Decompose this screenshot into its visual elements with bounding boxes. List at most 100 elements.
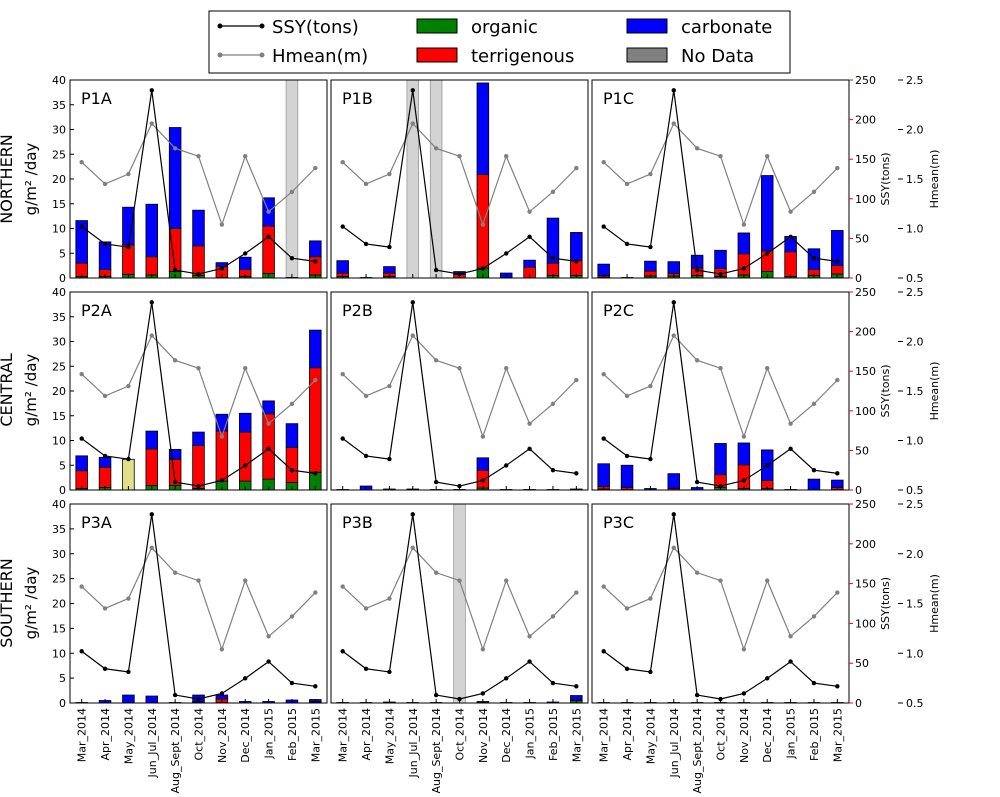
hmean-point [387,383,392,389]
hmean-point [694,570,700,575]
hmean-point [149,333,154,338]
hmean-line [81,546,316,652]
x-tick-label: Mar_2015 [831,708,844,762]
hmean-point [340,159,345,165]
ssy-tick-label: 50 [855,657,869,670]
ssy-point [410,512,415,517]
x-tick-label: Dec_2014 [500,708,513,763]
x-tick-label: May_2014 [383,708,396,764]
hmean-point [289,401,295,407]
hmean-point [811,401,817,407]
y-tick-label: 5 [59,672,66,685]
right-axes: 0 50 100 150 200 250 SSY(tons) 0.5 1.0 1.5 2.0 2.5 H… [849,74,941,710]
terrigenous-bar [831,265,844,275]
carbonate-bar [476,82,490,175]
ssy-point [648,456,653,462]
ssy-point [149,300,154,305]
terrigenous-bar [737,253,751,276]
hmean-line [81,334,316,439]
legend-carbonate: carbonate [626,17,772,38]
hmean-point [266,421,271,426]
legend-terrigenous: terrigenous [416,46,574,67]
ssy-point [527,659,532,664]
carbonate-bar [168,449,182,460]
ssy-point [574,684,579,689]
hmean-point [788,421,793,426]
hmean-tick-label: 1.5 [906,598,924,611]
x-tick-label: May_2014 [644,708,657,764]
hmean-point [289,614,295,619]
y-tick-label: 35 [52,523,66,536]
x-tick-label: Mar_2014 [76,708,89,762]
hmean-point [718,578,723,583]
x-tick-label: Jun_Jul_2014 [146,708,159,778]
ssy-point [527,234,532,240]
carbonate-bar [168,127,182,229]
carbonate-bar [122,206,135,246]
hmean-point [480,222,486,227]
hmean-point [387,171,392,177]
carbonate-bar [476,457,490,471]
ssy-tick-label: 150 [855,578,876,591]
terrigenous-bar [784,251,797,277]
ssy-axis-label: SSY(tons) [879,364,892,417]
hmean-line [342,122,577,227]
x-tick-label: Oct_2014 [193,708,206,761]
carbonate-bar [145,203,159,258]
ssy-point [741,266,747,271]
carbonate-bar [215,413,229,432]
panels: P1A 0 5 10 15 20 25 30 35 40 P1B P1C P2A 0 5 10 15 20 25 30… [52,74,850,710]
y-tick-label: 0 [59,697,66,710]
panel-label: P3B [342,513,373,532]
legend-hmean-label: Hmean(m) [272,46,368,67]
ssy-point [172,267,178,273]
panel-label: P2A [81,301,112,320]
terrigenous-bar [145,448,159,486]
hmean-point [741,647,747,652]
ssy-point [266,234,271,240]
hmean-point [550,189,556,195]
legend-carbonate-label: carbonate [681,17,772,38]
hmean-line [603,546,838,652]
ssy-point [550,256,556,261]
ssy-tick-label: 200 [855,538,876,551]
ssy-point [79,224,84,229]
hmean-point [550,401,556,407]
ssy-tick-label: 50 [855,444,869,457]
hmean-point [363,606,369,611]
hmean-point [765,578,770,583]
y-tick-label: 15 [52,410,66,423]
y-tick-label: 10 [52,647,66,660]
terrigenous-bar [192,445,205,489]
carbonate-bar [597,263,610,276]
carbonate-bar [238,412,252,433]
y-tick-label: 5 [59,459,66,472]
x-tick-label: Mar_2014 [337,708,350,762]
ssy-point [671,512,676,517]
ssy-point [387,456,392,462]
hmean-point [340,371,345,377]
ssy-point [765,251,770,256]
ssy-point [480,266,486,271]
carbonate-bar [737,442,751,466]
ssy-point [601,649,606,654]
hmean-point [480,647,486,652]
hmean-point [574,590,579,595]
hmean-point [410,545,415,550]
ssy-point [102,453,108,459]
hmean-point [149,545,154,550]
terrigenous-bar [737,464,751,489]
carbonate-bar [285,423,299,448]
hmean-axis-label: Hmean(m) [928,362,941,421]
panel-p2b: P2B [330,291,589,491]
hmean-point [102,181,108,187]
ssy-tick-label: 100 [855,193,876,206]
ssy-point [504,251,509,256]
hmean-line [603,122,838,227]
hmean-point [741,222,747,227]
y-tick-label: 35 [52,99,66,112]
hmean-point [79,371,84,377]
x-tick-label: Oct_2014 [454,708,467,761]
ssy-tick-label: 0 [855,697,862,710]
hmean-point [765,366,770,371]
